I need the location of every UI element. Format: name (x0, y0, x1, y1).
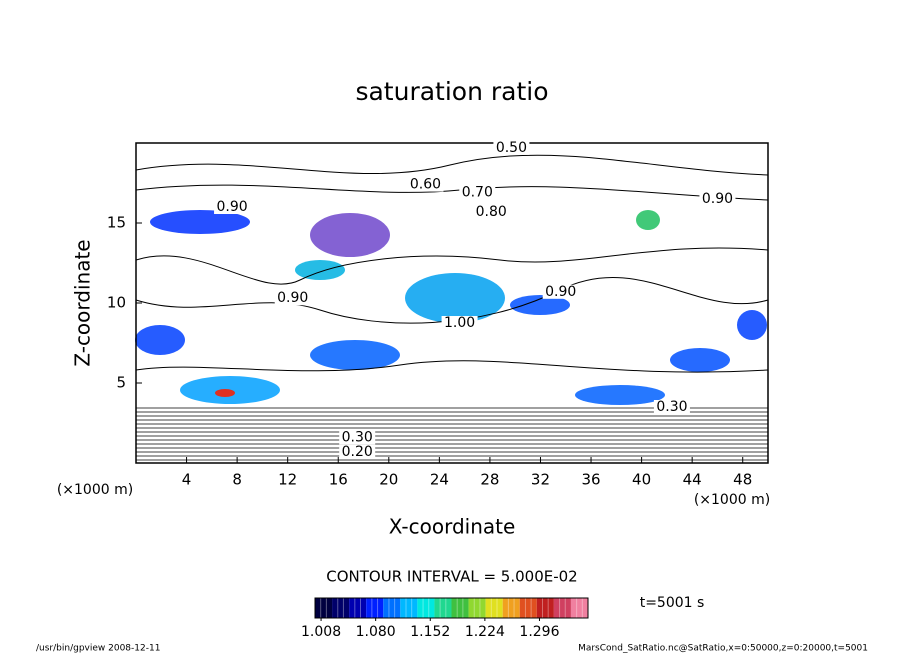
contour-label: 0.90 (216, 199, 247, 215)
colorbar-swatch (417, 598, 435, 618)
colorbar-swatch (502, 598, 520, 618)
field-blob (510, 295, 570, 315)
contour-label: 0.30 (656, 399, 687, 415)
y-tick-label: 15 (107, 214, 126, 232)
colorbar-swatch (315, 598, 333, 618)
contour-interval: CONTOUR INTERVAL = 5.000E-02 (326, 568, 577, 586)
colorbar-swatch (366, 598, 384, 618)
x-tick-label: 4 (182, 471, 192, 489)
field-blob (310, 340, 400, 370)
field-blob (670, 348, 730, 372)
contour-label-bg (653, 400, 690, 414)
contour-label: 0.90 (545, 284, 576, 300)
colorbar-swatch (383, 598, 401, 618)
field-blob (575, 385, 665, 405)
contour-line (135, 277, 769, 324)
colorbar-tick-label: 1.080 (356, 624, 396, 640)
colorbar-swatch (485, 598, 503, 618)
contour-label-bg (699, 192, 736, 206)
field-blob (150, 210, 250, 234)
colorbar-tick-label: 1.008 (301, 624, 341, 640)
contour-label: 0.30 (342, 429, 373, 445)
contour-label-bg (339, 444, 376, 459)
colorbar-swatch (570, 598, 588, 618)
x-tick-label: 20 (379, 471, 398, 489)
x-tick-label: 44 (683, 471, 702, 489)
field-blob (636, 210, 660, 230)
contour-label: 1.00 (444, 315, 475, 331)
field-blob (215, 389, 235, 397)
colorbar-swatch (434, 598, 452, 618)
contour-label: 0.90 (702, 191, 733, 207)
contour-label: 0.90 (277, 290, 308, 306)
x-tick-label: 36 (581, 471, 600, 489)
colorbar-swatch (332, 598, 350, 618)
colorbar-swatch (553, 598, 571, 618)
x-unit: (×1000 m) (694, 492, 770, 508)
colorbar-swatch (536, 598, 554, 618)
colorbar-tick-label: 1.152 (410, 624, 450, 640)
field-blob (405, 273, 505, 323)
colorbar-frame (314, 597, 589, 619)
footer-left: /usr/bin/gpview 2008-12-11 (36, 644, 160, 654)
contour-label: 0.50 (496, 140, 527, 156)
x-tick-label: 32 (531, 471, 550, 489)
contour-label-bg (274, 291, 311, 306)
x-tick-label: 28 (480, 471, 499, 489)
x-tick-label: 16 (329, 471, 348, 489)
contour-label-bg (493, 140, 530, 155)
y-axis-title: Z-coordinate (71, 239, 95, 366)
x-tick-label: 40 (632, 471, 651, 489)
contour-line (135, 184, 769, 201)
y-tick-label: 10 (107, 294, 126, 312)
x-tick-label: 48 (733, 471, 752, 489)
chart-title: saturation ratio (355, 77, 548, 106)
field (135, 154, 769, 405)
contour-label: 0.70 (462, 185, 493, 201)
colorbar-tick-label: 1.224 (465, 624, 505, 640)
field-blob (295, 260, 345, 280)
contour-label-bg (339, 430, 376, 445)
contour-label-bg (542, 284, 579, 299)
x-tick-label: 12 (278, 471, 297, 489)
field-blob (737, 310, 767, 340)
x-tick-label: 24 (430, 471, 449, 489)
contour-label-bg (441, 316, 478, 330)
colorbar-swatch (400, 598, 418, 618)
contour-label: 0.60 (410, 177, 441, 193)
contour-label: 0.80 (476, 204, 507, 220)
y-unit: (×1000 m) (57, 482, 133, 498)
contour-label-bg (473, 204, 510, 219)
colorbar-swatch (519, 598, 537, 618)
contour-label-bg (407, 177, 444, 192)
contour-label-bg (214, 200, 251, 214)
footer-right: MarsCond_SatRatio.nc@SatRatio,x=0:50000,… (578, 644, 868, 654)
x-tick-label: 8 (232, 471, 242, 489)
contour-line (135, 247, 769, 285)
field-blob (135, 325, 185, 355)
contour-line (135, 154, 769, 176)
contour-label-bg (459, 185, 496, 200)
colorbar-swatch (349, 598, 367, 618)
colorbar-swatch (468, 598, 486, 618)
y-tick-label: 5 (116, 374, 126, 392)
contour-label: 0.20 (342, 444, 373, 460)
time-label: t=5001 s (640, 595, 705, 611)
contour-line (135, 360, 769, 373)
contour-stack (136, 407, 768, 461)
x-axis-title: X-coordinate (389, 515, 516, 539)
colorbar-swatch (451, 598, 469, 618)
colorbar-tick-label: 1.296 (519, 624, 559, 640)
field-blob (310, 213, 390, 257)
